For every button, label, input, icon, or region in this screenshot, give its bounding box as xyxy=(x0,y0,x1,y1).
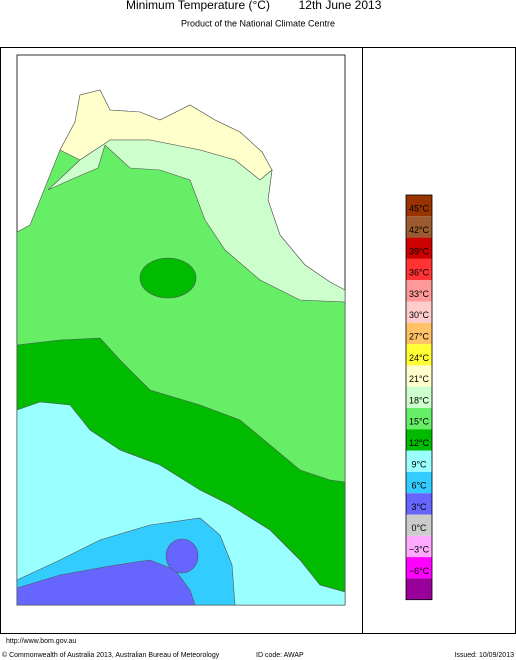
copyright: © Commonwealth of Australia 2013, Austra… xyxy=(2,651,220,659)
date: 12th June 2013 xyxy=(299,0,382,12)
legend-swatch xyxy=(406,365,432,387)
legend-label: 0°C xyxy=(411,523,427,533)
legend-label: 18°C xyxy=(409,395,430,405)
legend-label: 21°C xyxy=(409,374,430,384)
legend-swatch xyxy=(406,344,432,366)
legend-swatch xyxy=(406,386,432,408)
legend-label: 27°C xyxy=(409,331,430,341)
map xyxy=(16,54,346,606)
legend-label: 45°C xyxy=(409,204,430,214)
id-code: ID code: AWAP xyxy=(256,652,304,659)
legend-swatch xyxy=(406,237,432,259)
zone-18-21 xyxy=(47,139,346,303)
legend-swatch xyxy=(406,514,432,536)
legend-label: 42°C xyxy=(409,225,430,235)
url: http://www.bom.gov.au xyxy=(6,638,76,645)
legend-label: 12°C xyxy=(409,438,430,448)
legend-label: −6°C xyxy=(409,566,430,576)
legend-label: 39°C xyxy=(409,246,430,256)
legend: 45°C 42°C 39°C 36°C 33°C 30°C 27°C 24°C 21°C 18°C… xyxy=(405,194,433,601)
legend-swatch xyxy=(406,493,432,515)
legend-label: 33°C xyxy=(409,289,430,299)
legend-swatch xyxy=(406,557,432,579)
legend-swatch xyxy=(406,471,432,494)
legend-label: 36°C xyxy=(409,268,430,278)
legend-swatch xyxy=(406,301,432,323)
zone-3-6-patch xyxy=(165,538,199,574)
legend-swatch xyxy=(406,535,432,558)
title: Minimum Temperature (°C) xyxy=(126,0,270,12)
legend-swatch xyxy=(406,429,432,451)
legend-swatch xyxy=(406,258,432,281)
legend-swatch xyxy=(406,195,432,217)
legend-label: 9°C xyxy=(411,459,427,469)
legend-swatch xyxy=(406,322,432,345)
legend-swatch xyxy=(406,450,432,472)
legend-swatch xyxy=(406,216,432,238)
legend-label: 15°C xyxy=(409,417,430,427)
legend-swatch xyxy=(406,578,432,600)
zone-12-15-patch xyxy=(139,257,197,299)
legend-label: 24°C xyxy=(409,353,430,363)
legend-label: 3°C xyxy=(411,502,427,512)
legend-border xyxy=(405,194,433,601)
legend-label: 6°C xyxy=(411,481,427,491)
subtitle: Product of the National Climate Centre xyxy=(181,18,335,28)
issued: Issued: 10/09/2013 xyxy=(454,652,514,659)
legend-swatch xyxy=(406,280,432,302)
legend-label: 30°C xyxy=(409,310,430,320)
legend-label: −3°C xyxy=(409,544,430,554)
legend-swatch xyxy=(406,408,432,430)
